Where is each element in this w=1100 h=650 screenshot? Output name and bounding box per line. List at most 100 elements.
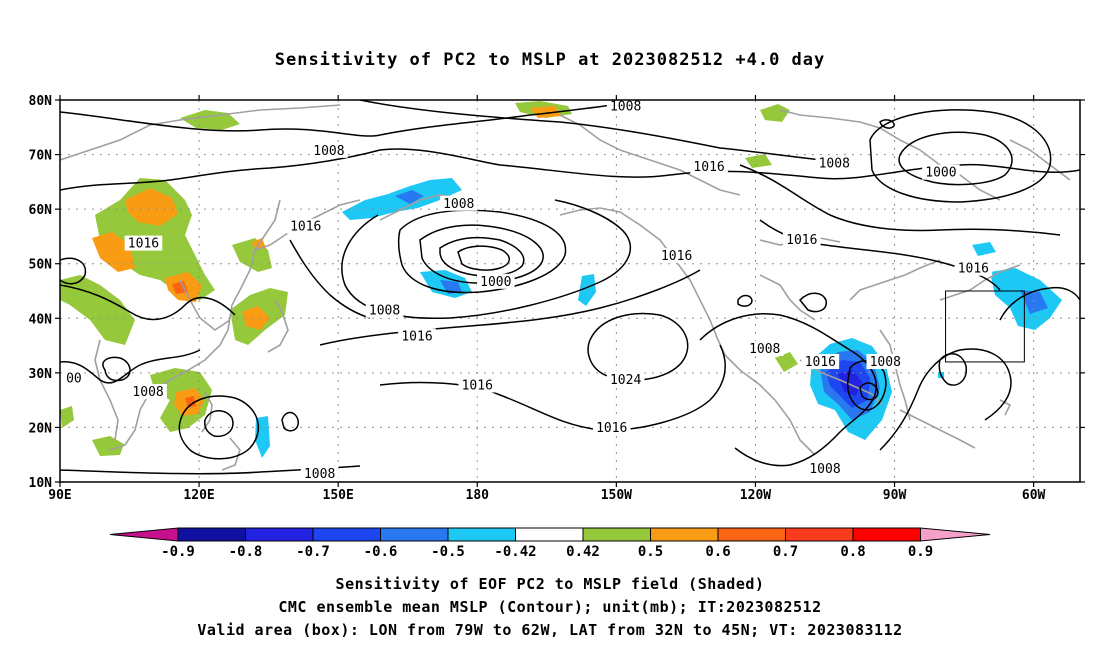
coastline [94,339,119,441]
contour-label-bg [477,273,515,289]
coastline [899,409,976,449]
contour [319,269,701,346]
colorbar-swatch [245,527,314,542]
colorbar-label: 0.8 [840,544,865,560]
contour-label-bg [801,354,840,370]
lon-tick-label: 60W [1022,488,1046,503]
shade-patch [92,436,124,456]
contour-label-bg [954,260,993,276]
valid-area-box [945,290,1025,363]
contour-label-bg [783,231,821,247]
colorbar-label: -0.5 [431,544,465,560]
contour-label-bg [286,218,325,234]
shade-patch [578,274,596,306]
contour-label: 1008 [132,385,163,400]
contour-label: 00 [66,371,82,386]
contour-label: 1008 [870,355,901,370]
valid-box-rect [945,290,1025,363]
contour-label: 1000 [925,166,956,181]
colorbar-label: 0.6 [705,544,730,560]
contour-label-bg [458,377,497,393]
contour [759,219,1001,291]
contour [102,356,131,382]
colorbar-swatch [177,527,246,542]
colorbar: -0.9 -0.8 -0.7 -0.6 -0.5 -0.42 0.42 0.5 0.6 0.7 0.… [109,527,991,560]
coastline [879,329,911,421]
contour [419,224,544,284]
contour-label-bg [310,142,348,158]
contour [60,349,201,384]
shade-patch [395,190,424,204]
contour-label: 1016 [596,421,627,436]
lon-tick-label: 150W [601,488,632,503]
lat-tick-label: 60N [29,203,53,218]
coastline [939,264,1021,301]
colorbar-end-low [109,527,179,542]
contour-label-bg [124,235,163,251]
contour [439,236,525,277]
contour [281,411,299,432]
contour-label: 1008 [610,100,641,115]
shade-patch [242,306,270,330]
colorbar-swatch [852,527,921,542]
contour-label-bg [866,354,905,370]
contour-label: 1016 [693,160,724,175]
contour-label-bg [592,420,631,436]
contour-label-bg [606,372,645,388]
contour-labels: 1008 1008 1016 1008 1000 1008 1016 1016 1016 1016… [63,98,993,482]
coastline [60,104,341,161]
contour [204,410,234,438]
shade-patch [185,396,196,408]
coastline [559,114,741,196]
contour [60,148,1080,191]
colorbar-swatch [582,527,651,542]
contour [739,164,1061,236]
contour-label: 1016 [661,249,692,264]
footer-line-1: Sensitivity of EOF PC2 to MSLP field (Sh… [335,575,765,593]
contour-label: 1016 [290,220,321,235]
coastline [559,207,816,456]
shade-patch [172,281,188,294]
lon-tick-label: 120W [740,488,771,503]
contour-label: 1016 [958,262,989,277]
coastline [221,437,241,471]
contour [341,199,631,320]
shade-patch [530,106,562,118]
contour [999,286,1080,321]
coastline [799,359,883,406]
contour-label-bg [690,159,728,175]
contour-label: 1008 [819,156,850,171]
lat-tick-label: 70N [29,149,53,164]
footer-line-3: Valid area (box): LON from 79W to 62W, L… [197,621,903,639]
shade-patch [838,370,862,396]
contour [457,245,510,271]
lon-tick-label: 180 [466,488,490,503]
coastline [179,279,231,331]
contour-label-bg [922,164,960,180]
contour-label-bg [745,340,784,356]
contour [737,294,753,307]
contour-label: 1008 [313,144,344,159]
contour-label: 1016 [805,355,836,370]
colorbar-label: -0.6 [364,544,398,560]
contour-label-bg [129,384,167,400]
contour [859,382,879,401]
lon-tick-label: 90E [48,488,71,503]
shade-patch [92,232,135,272]
contour-label-bg [806,460,844,476]
contour-label: 1000 [480,275,511,290]
lon-tick-label: 90W [883,488,907,503]
shade-patch [125,188,178,226]
contour [178,395,260,460]
colorbar-swatch [515,527,584,542]
contour-label: 1024 [610,373,641,388]
map-title: Sensitivity of PC2 to MSLP at 2023082512… [274,50,826,70]
contour-label: 1016 [462,379,493,394]
shade-patch [972,242,996,256]
colorbar-label: -0.8 [229,544,263,560]
lon-tick-label: 150E [323,488,354,503]
coastline [759,274,816,321]
colorbar-label: 0.42 [566,544,600,560]
shade-patch [60,406,74,428]
